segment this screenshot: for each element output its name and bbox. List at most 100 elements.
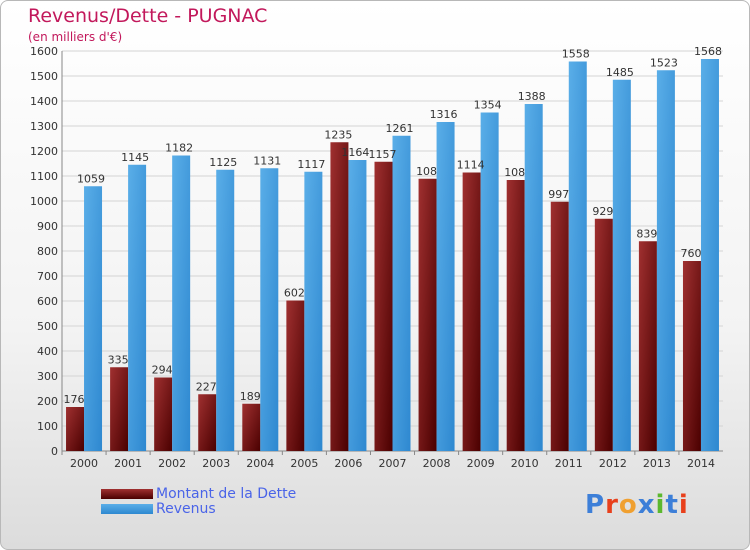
x-tick-label: 2008 <box>423 457 451 470</box>
logo-letter: t <box>665 490 679 520</box>
data-label-dette: 602 <box>284 287 305 300</box>
x-tick-label: 2014 <box>687 457 715 470</box>
bar-revenus <box>260 168 279 451</box>
data-label-revenus: 1485 <box>606 66 634 79</box>
data-label-revenus: 1164 <box>341 146 369 159</box>
y-tick-label: 200 <box>37 395 58 408</box>
bar-revenus <box>524 104 543 451</box>
x-tick-label: 2011 <box>555 457 583 470</box>
bar-dette <box>550 201 569 451</box>
bar-dette <box>682 261 701 451</box>
y-tick-label: 300 <box>37 370 58 383</box>
x-tick-label: 2005 <box>290 457 318 470</box>
y-tick-label: 900 <box>37 220 58 233</box>
bar-revenus <box>700 59 719 451</box>
bar-revenus <box>480 112 499 451</box>
data-label-revenus: 1316 <box>430 108 458 121</box>
bar-revenus <box>612 79 631 451</box>
y-tick-label: 1200 <box>30 145 58 158</box>
data-label-dette: 997 <box>548 188 569 201</box>
bar-revenus <box>304 171 323 451</box>
bar-dette <box>198 394 217 451</box>
x-tick-label: 2010 <box>511 457 539 470</box>
data-label-revenus: 1182 <box>165 142 193 155</box>
bar-revenus <box>84 186 103 451</box>
data-label-dette: 929 <box>592 205 613 218</box>
bar-revenus <box>656 70 675 451</box>
bar-dette <box>418 178 437 451</box>
data-label-dette: 108 <box>504 166 525 179</box>
data-label-revenus: 1568 <box>694 45 722 58</box>
data-label-revenus: 1523 <box>650 56 678 69</box>
bar-dette <box>594 218 613 451</box>
data-label-dette: 294 <box>152 364 173 377</box>
x-tick-label: 2004 <box>246 457 274 470</box>
data-label-revenus: 1354 <box>474 99 502 112</box>
x-tick-label: 2002 <box>158 457 186 470</box>
data-label-dette: 335 <box>108 353 129 366</box>
bar-revenus <box>128 164 147 451</box>
bar-revenus <box>172 155 191 451</box>
bar-dette <box>242 403 261 451</box>
x-tick-label: 2001 <box>114 457 142 470</box>
legend-swatch-revenus <box>101 504 153 514</box>
x-tick-label: 2000 <box>70 457 98 470</box>
legend-label-revenus: Revenus <box>156 501 216 517</box>
bar-dette <box>286 300 305 451</box>
y-tick-label: 500 <box>37 320 58 333</box>
bar-revenus <box>568 61 587 451</box>
data-label-revenus: 1388 <box>518 90 546 103</box>
data-label-revenus: 1145 <box>121 151 149 164</box>
logo-letter: r <box>605 490 619 520</box>
x-tick-label: 2009 <box>467 457 495 470</box>
data-label-revenus: 1117 <box>297 158 325 171</box>
y-tick-label: 400 <box>37 345 58 358</box>
y-tick-label: 1400 <box>30 95 58 108</box>
legend-label-dette: Montant de la Dette <box>156 486 297 502</box>
data-label-revenus: 1125 <box>209 156 237 169</box>
y-tick-label: 1100 <box>30 170 58 183</box>
proxiti-logo: Proxiti <box>585 490 689 520</box>
y-tick-label: 100 <box>37 420 58 433</box>
logo-letter: i <box>655 490 666 520</box>
data-label-dette: 1114 <box>457 159 485 172</box>
bar-dette <box>374 161 393 451</box>
bar-dette <box>638 241 657 451</box>
data-label-revenus: 1131 <box>253 154 281 167</box>
legend-swatch-dette <box>101 489 153 499</box>
y-tick-label: 0 <box>51 445 58 458</box>
bar-revenus <box>216 169 235 451</box>
y-tick-label: 1300 <box>30 120 58 133</box>
y-tick-label: 1500 <box>30 70 58 83</box>
bar-revenus <box>436 122 455 451</box>
logo-letter: i <box>678 490 689 520</box>
data-label-revenus: 1261 <box>386 122 414 135</box>
data-label-dette: 189 <box>240 390 261 403</box>
data-label-dette: 839 <box>636 227 657 240</box>
bar-dette <box>506 180 525 451</box>
data-label-dette: 760 <box>680 247 701 260</box>
x-tick-label: 2013 <box>643 457 671 470</box>
bar-dette <box>154 377 173 451</box>
bar-dette <box>462 172 481 451</box>
data-label-dette: 227 <box>196 380 217 393</box>
bar-revenus <box>392 135 411 451</box>
data-label-revenus: 1558 <box>562 48 590 61</box>
y-tick-label: 1000 <box>30 195 58 208</box>
x-tick-label: 2007 <box>379 457 407 470</box>
data-label-revenus: 1059 <box>77 172 105 185</box>
data-label-dette: 1235 <box>324 128 352 141</box>
y-tick-label: 800 <box>37 245 58 258</box>
y-tick-label: 1600 <box>30 45 58 58</box>
data-label-dette: 1157 <box>369 148 397 161</box>
data-label-dette: 108 <box>416 165 437 178</box>
bar-dette <box>66 407 85 451</box>
x-tick-label: 2006 <box>334 457 362 470</box>
bar-dette <box>330 142 349 451</box>
x-tick-label: 2012 <box>599 457 627 470</box>
y-tick-label: 600 <box>37 295 58 308</box>
logo-letter: P <box>585 490 606 520</box>
chart-title: Revenus/Dette - PUGNAC <box>28 5 268 27</box>
